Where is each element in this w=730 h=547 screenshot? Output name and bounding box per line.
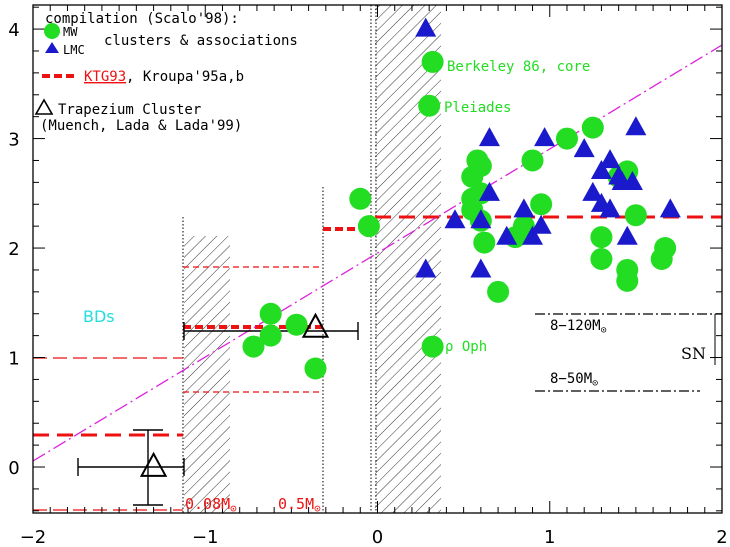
mw-point bbox=[521, 149, 544, 172]
lmc-point bbox=[496, 225, 518, 245]
lmc-point bbox=[621, 170, 643, 190]
legend: compilation (Scalo'98): MW LMC clusters … bbox=[34, 11, 298, 134]
mw-point bbox=[349, 187, 372, 210]
hatched-regions bbox=[184, 5, 441, 513]
mw-point bbox=[473, 231, 496, 254]
mass-b-sun: ⊙ bbox=[314, 502, 321, 515]
mw-point bbox=[487, 280, 510, 303]
mw-point bbox=[624, 204, 647, 227]
annotations: Berkeley 86, core Pleiades ρ Oph BDs SN … bbox=[83, 59, 706, 515]
mw-point bbox=[555, 127, 578, 150]
mw-point bbox=[469, 154, 492, 177]
mw-point bbox=[530, 193, 553, 216]
legend-title: compilation (Scalo'98): bbox=[45, 11, 239, 27]
data-points bbox=[139, 17, 681, 477]
annotation-mass-b: 0.5M⊙ bbox=[278, 495, 321, 515]
mw-point bbox=[590, 248, 613, 270]
mass-a-sun: ⊙ bbox=[230, 502, 237, 515]
annotation-bds: BDs bbox=[83, 307, 115, 326]
lmc-point bbox=[478, 181, 500, 201]
mw-point bbox=[421, 335, 444, 358]
x-tick-label: 0 bbox=[372, 527, 383, 547]
legend-lmc-marker bbox=[45, 42, 59, 53]
lmc-point bbox=[599, 198, 621, 218]
legend-trap-label-1: Trapezium Cluster bbox=[58, 102, 201, 118]
annotation-mass-a: 0.08M⊙ bbox=[185, 495, 237, 515]
lmc-point bbox=[534, 127, 556, 147]
lmc-point bbox=[415, 258, 437, 278]
hatch-region-sub bbox=[375, 5, 441, 513]
x-tick-label: 1 bbox=[544, 527, 555, 547]
y-tick-label: 2 bbox=[8, 239, 19, 260]
y-tick-label: 4 bbox=[8, 20, 19, 41]
lmc-point bbox=[599, 149, 621, 169]
mw-point bbox=[259, 302, 282, 325]
lmc-point bbox=[470, 258, 492, 278]
annotation-range-a: 8−120M⊙ bbox=[550, 318, 607, 336]
legend-trap-label-2: (Muench, Lada & Lada'99) bbox=[40, 118, 242, 134]
lmc-point bbox=[625, 116, 647, 136]
trend-line bbox=[32, 44, 723, 462]
x-tick-label: −1 bbox=[192, 527, 219, 547]
annotation-berkeley: Berkeley 86, core bbox=[447, 59, 590, 75]
legend-kroupa-label: , Kroupa'95a,b bbox=[126, 69, 244, 85]
mw-point bbox=[418, 94, 441, 117]
lmc-point bbox=[530, 214, 552, 234]
mass-b-text: 0.5M bbox=[278, 495, 314, 513]
mw-point bbox=[421, 50, 444, 73]
mw-point bbox=[616, 269, 639, 292]
mw-point bbox=[581, 116, 604, 139]
legend-trap-marker bbox=[34, 98, 54, 115]
annotation-range-b: 8−50M⊙ bbox=[550, 371, 598, 389]
trapezium-point bbox=[139, 451, 168, 477]
mw-point bbox=[259, 324, 282, 347]
lmc-point bbox=[616, 225, 638, 245]
legend-mw-label: MW bbox=[63, 25, 78, 39]
sn-mass-ranges bbox=[535, 313, 722, 392]
y-tick-label: 3 bbox=[8, 130, 19, 151]
lmc-point bbox=[659, 198, 681, 218]
x-tick-label: 2 bbox=[716, 527, 727, 547]
x-tick-label: −2 bbox=[20, 527, 47, 547]
lmc-point bbox=[582, 181, 604, 201]
mw-point bbox=[285, 313, 308, 336]
mw-point bbox=[654, 237, 677, 260]
axis-ticks: −2 −1 0 1 2 0 1 2 3 4 bbox=[8, 5, 728, 547]
lmc-point bbox=[470, 209, 492, 229]
range-b-text: 8−50M bbox=[550, 371, 592, 387]
mw-point bbox=[357, 215, 380, 238]
lmc-point bbox=[522, 225, 544, 245]
lmc-point bbox=[513, 198, 535, 218]
legend-lmc-label: LMC bbox=[63, 43, 85, 57]
legend-clusters-label: clusters & associations bbox=[104, 33, 298, 49]
hatch-region-bd bbox=[184, 236, 230, 513]
mass-a-text: 0.08M bbox=[185, 495, 230, 513]
mw-point bbox=[304, 357, 327, 380]
lmc-point bbox=[444, 209, 466, 229]
mw-point bbox=[590, 226, 613, 249]
lmc-point bbox=[590, 160, 612, 180]
legend-mw-marker bbox=[44, 23, 60, 39]
annotation-sn: SN bbox=[681, 344, 706, 363]
mw-point bbox=[242, 335, 265, 358]
range-a-text: 8−120M bbox=[550, 318, 601, 334]
lmc-point bbox=[415, 17, 437, 37]
lmc-point bbox=[478, 127, 500, 147]
mass-boundary-lines bbox=[182, 5, 377, 513]
y-tick-label: 0 bbox=[8, 458, 19, 479]
trapezium-point bbox=[301, 312, 330, 338]
annotation-pleiades: Pleiades bbox=[444, 100, 511, 116]
annotation-rho-oph: ρ Oph bbox=[445, 339, 487, 355]
range-a-sun: ⊙ bbox=[601, 325, 607, 336]
range-b-sun: ⊙ bbox=[592, 378, 598, 389]
legend-ktg-label: KTG93 bbox=[84, 69, 126, 85]
lmc-point bbox=[573, 138, 595, 158]
y-tick-label: 1 bbox=[8, 349, 19, 370]
